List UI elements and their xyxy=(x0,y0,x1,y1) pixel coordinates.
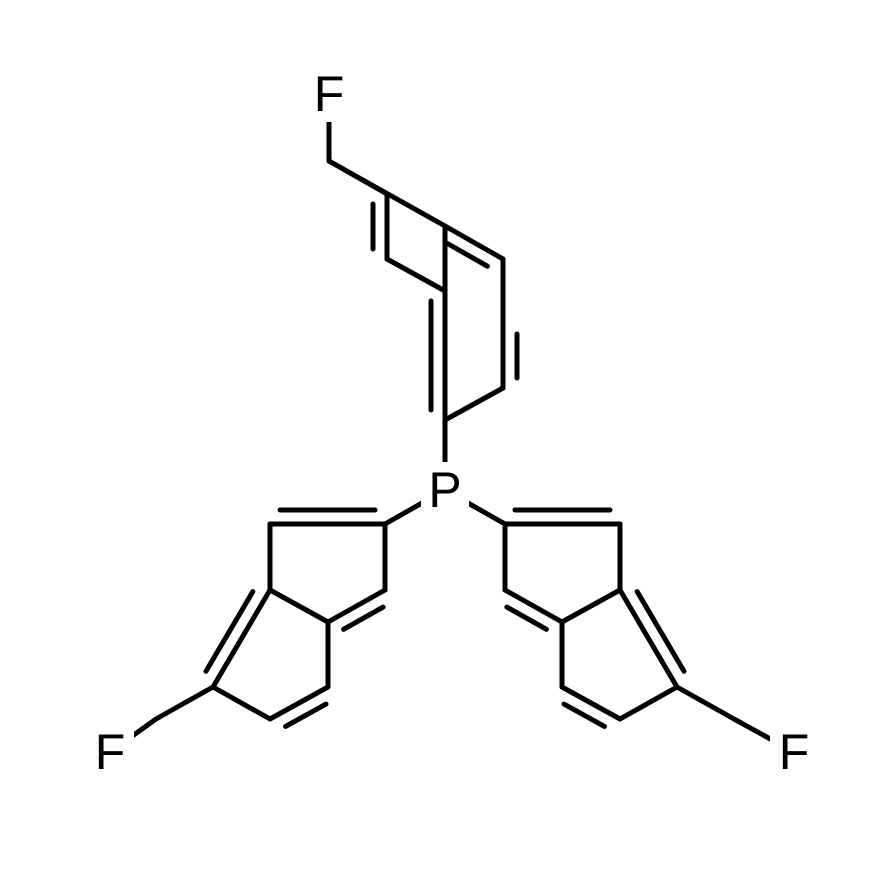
atom-label-p: P xyxy=(428,462,461,518)
atom-label-f: F xyxy=(779,724,810,780)
chemical-structure: P F F F xyxy=(0,0,890,890)
atom-label-f: F xyxy=(95,724,126,780)
atom-label-f: F xyxy=(314,66,345,122)
